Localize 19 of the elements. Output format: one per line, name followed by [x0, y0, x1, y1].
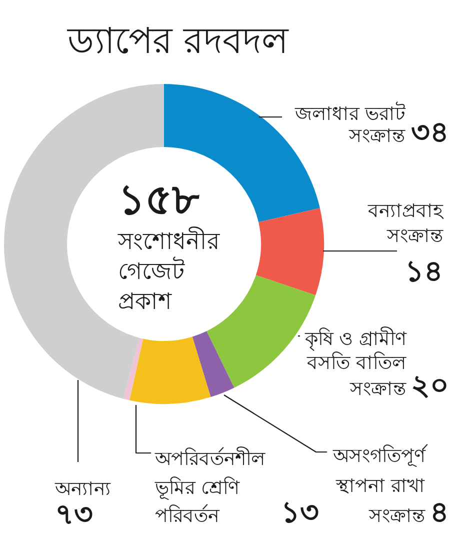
data-label: ৪: [430, 495, 449, 529]
donut-slice: [130, 336, 211, 404]
donut-slice: [192, 331, 234, 398]
text: সংশোধনীর গেজেট প্রকাশ: [117, 227, 220, 315]
slice-label: অসংগতিপূর্ণ স্থাপনা রাখা সংক্রান্ত: [332, 444, 428, 527]
data-label: ২০: [411, 368, 449, 402]
donut-slice: [123, 338, 144, 400]
data-label: ১৪: [405, 254, 443, 288]
slice-label: জলাধার ভরাট সংক্রান্ত: [294, 102, 406, 147]
data-label: ১৩: [281, 495, 319, 529]
chart-title: ড্যাপের রদবদল: [66, 21, 290, 62]
data-label: ৭৩: [55, 497, 93, 531]
slice-label: কৃষি ও গ্রামীণ বসতি বাতিল সংক্রান্ত: [304, 327, 407, 400]
text: ১৫৮: [118, 175, 200, 224]
slice-label: অপরিবর্তনশীল ভূমির শ্রেণি পরিবর্তন: [154, 447, 266, 527]
slice-label: অন্যান্য: [54, 478, 111, 500]
slice-label: বন্যাপ্রবাহ সংক্রান্ত: [367, 200, 444, 247]
donut-slice: [256, 208, 324, 296]
data-label: ৩৪: [411, 115, 449, 149]
